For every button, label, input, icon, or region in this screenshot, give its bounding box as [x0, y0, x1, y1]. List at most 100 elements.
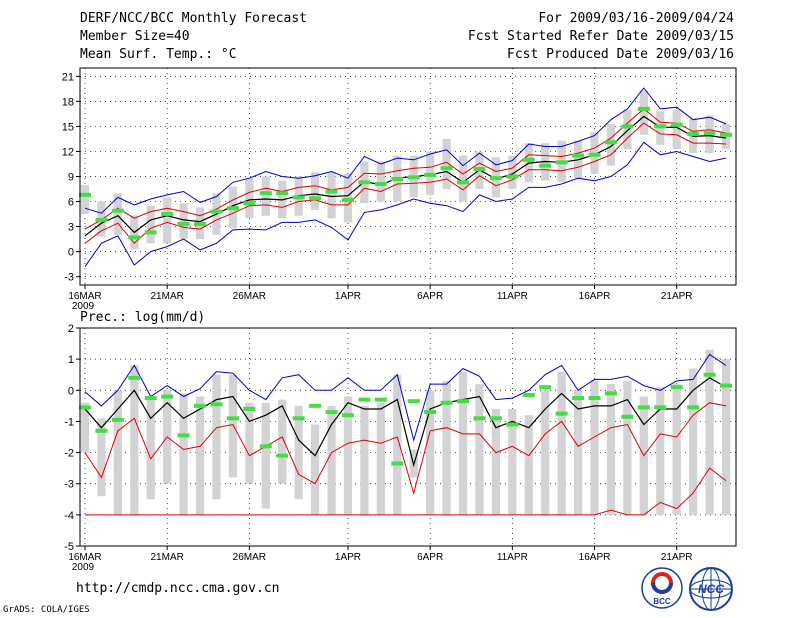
variable-label: Mean Surf. Temp.: °C [80, 47, 237, 62]
observed-marker [555, 411, 568, 416]
observed-marker [259, 444, 272, 449]
fcst-started-date: Fcst Started Refer Date 2009/03/15 [467, 29, 734, 44]
observed-marker [325, 410, 338, 415]
observed-marker [210, 402, 223, 407]
observed-marker [654, 124, 667, 129]
spread-box [294, 405, 303, 500]
observed-marker [358, 180, 371, 185]
y-tick-label: -1 [64, 416, 74, 428]
observed-marker [457, 399, 470, 404]
spread-box [508, 155, 517, 190]
observed-marker [522, 392, 535, 397]
spread-box [393, 374, 402, 515]
y-tick-label: 6 [68, 197, 74, 209]
spread-box [261, 176, 270, 216]
spread-box [97, 418, 106, 497]
x-tick-label: 1APR [335, 552, 361, 563]
observed-marker [670, 385, 683, 390]
observed-marker [637, 405, 650, 410]
observed-marker [407, 175, 420, 180]
spread-box [130, 365, 139, 515]
spread-box [491, 408, 501, 515]
p10-line [84, 402, 727, 495]
observed-marker [226, 416, 239, 421]
spread-box [656, 387, 665, 515]
x-tick-label: 11APR [497, 552, 528, 563]
spread-box [179, 203, 188, 240]
observed-marker [309, 196, 322, 201]
spread-box [689, 368, 698, 515]
low-red-line [85, 467, 727, 516]
observed-marker [194, 222, 207, 227]
x-tick-label: 16MAR [68, 291, 101, 302]
observed-marker [309, 403, 322, 408]
y-tick-label: 12 [62, 146, 74, 158]
spread-box [508, 408, 517, 515]
spread-box [442, 138, 451, 190]
x-tick-label: 6APR [417, 291, 443, 302]
x-tick-label: 16APR [579, 291, 611, 302]
observed-marker [144, 396, 157, 401]
observed-marker [621, 124, 634, 129]
spread-box [590, 380, 599, 515]
spread-box [360, 405, 369, 515]
y-tick-label: 0 [68, 247, 74, 259]
spread-box [524, 415, 533, 515]
observed-marker [654, 405, 667, 410]
x-tick-label: 1APR [335, 291, 361, 302]
observed-marker [177, 222, 190, 227]
year-label: 2009 [72, 301, 95, 312]
spread-box [639, 90, 648, 135]
spread-box [541, 390, 550, 515]
max-line [84, 353, 727, 443]
observed-marker [489, 416, 502, 421]
fcst-produced-date: Fcst Produced Date 2009/03/16 [507, 47, 734, 62]
y-tick-label: -5 [64, 541, 74, 553]
spread-box [245, 178, 254, 219]
observed-marker [424, 172, 437, 177]
panel-precipitation: -5 -4 -3 -2 -1 0 1 2 16MAR 21MAR 26MAR 1APR 6APR 11AP… [64, 310, 737, 573]
observed-marker [226, 206, 239, 211]
observed-marker [95, 428, 108, 433]
x-tick-label: 26MAR [233, 291, 266, 302]
spread-box [573, 390, 583, 515]
spread-box [442, 380, 451, 515]
observed-marker [292, 416, 305, 421]
observed-marker [687, 131, 700, 136]
spread-box [195, 396, 205, 515]
observed-marker [703, 131, 716, 136]
p75-line [84, 108, 727, 230]
spread-box [113, 390, 122, 515]
observed-marker [95, 217, 108, 222]
spread-box [146, 399, 155, 500]
observed-marker [161, 212, 174, 217]
x-tick-label: 26MAR [233, 552, 266, 563]
observed-marker [621, 414, 634, 419]
observed-marker [440, 400, 453, 405]
spread-box [80, 402, 90, 453]
observed-marker [194, 403, 207, 408]
spread-box [179, 393, 188, 515]
observed-marker [358, 397, 371, 402]
y-tick-label: 15 [62, 121, 74, 133]
x-tick-label: 11APR [497, 291, 528, 302]
observed-marker [572, 153, 585, 158]
spread-box [623, 380, 632, 515]
observed-marker [703, 372, 716, 377]
x-tick-label: 16APR [579, 552, 611, 563]
precip-title: Prec.: log(mm/d) [80, 310, 205, 325]
spread-box [343, 396, 353, 515]
source-url[interactable]: http://cmdp.ncc.cma.gov.cn [76, 581, 280, 596]
spread-box [376, 402, 385, 515]
spread-box [261, 402, 270, 509]
x-tick-label: 21MAR [150, 291, 183, 302]
observed-marker [572, 396, 585, 401]
spread-box [245, 402, 254, 484]
spread-box [113, 193, 122, 235]
observed-marker [604, 140, 617, 145]
observed-marker [637, 106, 650, 111]
spread-box [426, 390, 435, 515]
spread-box [623, 109, 632, 149]
p25-line [84, 122, 727, 245]
